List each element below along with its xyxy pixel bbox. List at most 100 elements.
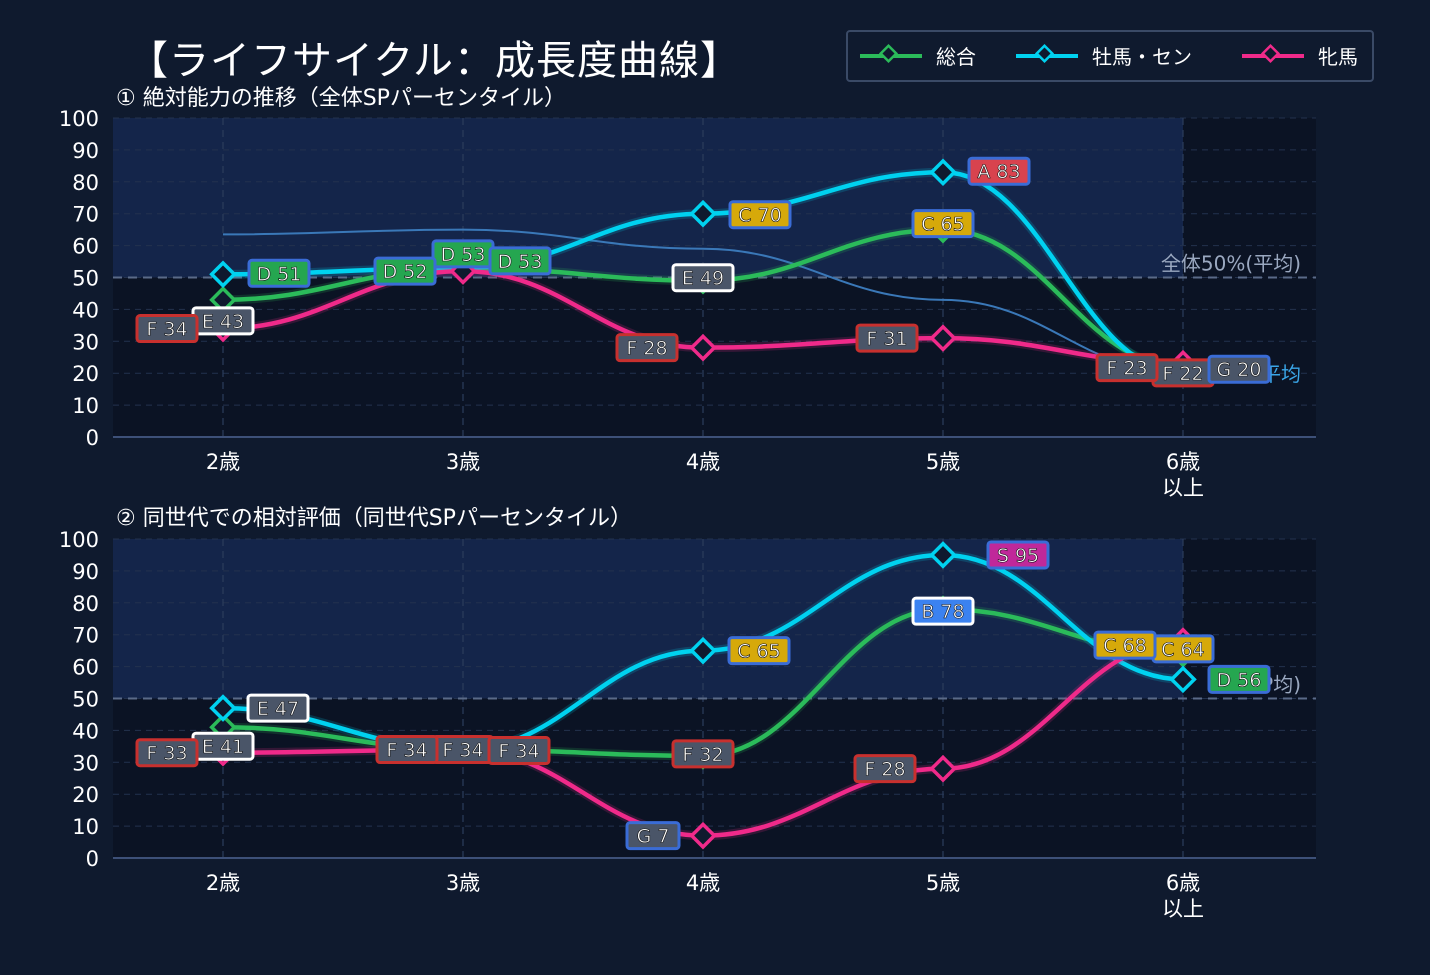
legend-label: 牝馬 (1318, 45, 1358, 69)
legend-item-filly: 牝馬 (1242, 43, 1358, 69)
series-line-1 (222, 606, 1184, 759)
data-label-badge (1151, 634, 1215, 664)
data-point-marker (929, 754, 957, 783)
data-label-text: F 28 (626, 338, 667, 360)
data-point-marker (1169, 640, 1197, 668)
data-label-badge (1207, 664, 1271, 694)
data-label-text: F 28 (864, 759, 905, 781)
data-label-text: A 83 (977, 161, 1020, 183)
y-tick-label: 40 (72, 298, 99, 322)
y-tick-label: 10 (72, 394, 99, 418)
y-tick-label: 70 (72, 624, 99, 648)
legend-label: 総合 (936, 45, 976, 69)
data-label-badge (431, 239, 495, 269)
upper-band (113, 539, 1183, 699)
data-label-badge (911, 209, 975, 239)
data-point-marker (449, 254, 477, 282)
data-label-text: C 65 (921, 214, 964, 236)
series-line-2 (222, 552, 1184, 752)
data-label-badge (135, 738, 199, 768)
data-point-marker (929, 158, 957, 187)
data-label-text: C 65 (737, 641, 780, 663)
x-tick-label: 以上 (1162, 897, 1204, 921)
legend-marker-icon (878, 43, 899, 64)
x-tick-label: 6歳 (1166, 450, 1200, 474)
data-point-marker (209, 738, 237, 767)
y-tick-label: 80 (72, 171, 99, 195)
data-point-marker (929, 541, 957, 569)
data-label-badge (247, 258, 311, 288)
data-point-marker (209, 314, 237, 343)
y-tick-label: 100 (59, 528, 99, 552)
data-label-badge (911, 596, 975, 626)
data-point-marker (1169, 349, 1197, 378)
data-label-text: G 20 (1217, 359, 1262, 381)
data-label-text: C 68 (1103, 635, 1146, 657)
secondary-label: 平均 (1261, 362, 1301, 386)
data-point-marker (449, 254, 477, 282)
data-point-marker (1169, 359, 1197, 387)
data-label-text: F 32 (682, 744, 723, 766)
data-label-text: F 31 (866, 328, 907, 350)
data-label-text: G 7 (637, 826, 670, 848)
data-label-text: F 34 (386, 740, 427, 762)
x-tick-label: 4歳 (686, 871, 720, 895)
data-label-badge (671, 739, 735, 769)
y-tick-label: 90 (72, 139, 99, 163)
data-label-badge (375, 735, 439, 765)
series-line-1 (222, 227, 1184, 370)
data-label-badge (1207, 354, 1271, 384)
plot-area (113, 539, 1316, 858)
data-label-text: E 47 (257, 698, 299, 720)
data-label-badge (671, 263, 735, 293)
series-line-3 (222, 268, 1184, 366)
y-tick-label: 60 (72, 235, 99, 259)
data-point-marker (209, 286, 237, 314)
legend-marker-icon (1034, 43, 1055, 64)
data-label-text: S 95 (997, 545, 1039, 567)
data-label-badge (986, 540, 1050, 570)
x-tick-label: 以上 (1162, 476, 1204, 500)
series-glow (222, 636, 1184, 841)
data-point-marker (689, 636, 717, 665)
data-label-text: E 41 (202, 736, 244, 758)
data-point-marker (689, 821, 717, 850)
x-tick-label: 5歳 (926, 450, 960, 474)
data-label-badge (246, 693, 310, 723)
data-label-text: D 56 (1217, 669, 1262, 691)
series-line-3 (222, 638, 1184, 838)
data-point-marker (689, 266, 717, 295)
data-point-marker (689, 333, 717, 362)
x-tick-label: 2歳 (206, 450, 240, 474)
data-label-badge (855, 323, 919, 353)
data-point-marker (1169, 627, 1197, 655)
x-tick-label: 2歳 (206, 871, 240, 895)
reference-label: 全体50%(平均) (1161, 252, 1301, 276)
data-label-badge (625, 821, 681, 851)
legend-label: 牡馬・セン (1092, 45, 1192, 69)
y-tick-label: 50 (72, 267, 99, 291)
data-label-badge (727, 636, 791, 666)
data-point-marker (1169, 665, 1197, 694)
legend-marker-icon (1260, 43, 1281, 64)
series-glow (222, 225, 1184, 372)
x-tick-label: 3歳 (446, 450, 480, 474)
plot-area (113, 118, 1316, 437)
series-glow (222, 550, 1184, 755)
y-tick-label: 20 (72, 362, 99, 386)
data-label-text: F 34 (498, 741, 539, 763)
data-label-badge (967, 156, 1031, 186)
data-label-text: E 43 (202, 311, 244, 333)
chart1-subtitle: ① 絶対能力の推移（全体SPパーセンタイル） (116, 86, 566, 111)
y-tick-label: 80 (72, 592, 99, 616)
data-point-marker (449, 735, 477, 764)
data-label-badge (191, 731, 255, 761)
data-label-badge (135, 314, 199, 344)
data-point-marker (209, 694, 237, 722)
y-tick-label: 40 (72, 719, 99, 743)
data-label-badge (373, 256, 437, 286)
data-point-marker (929, 595, 957, 623)
data-label-text: D 51 (257, 263, 302, 285)
